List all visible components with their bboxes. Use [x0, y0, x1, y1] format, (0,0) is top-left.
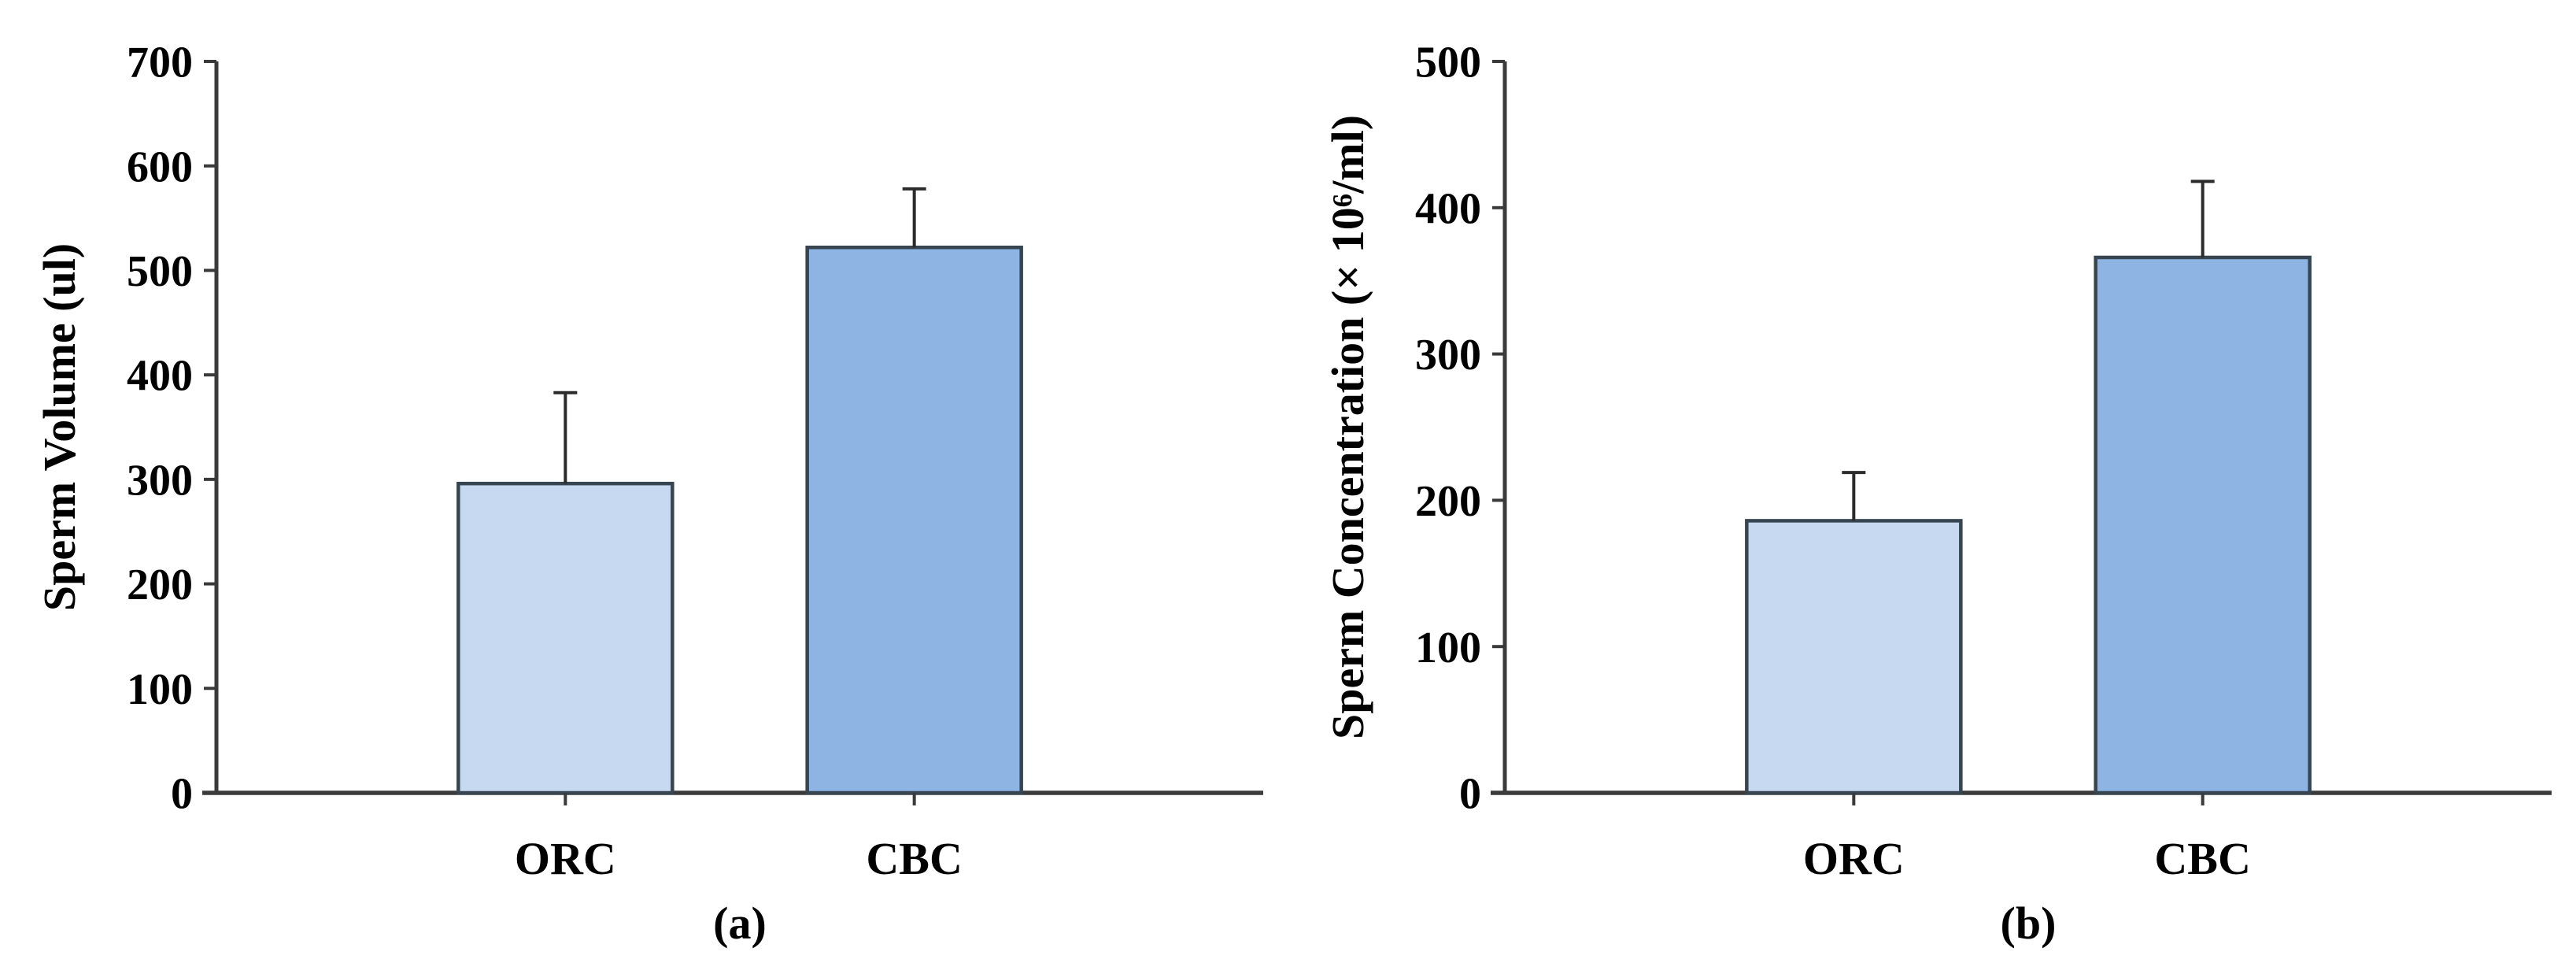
- category-label-cbc: CBC: [2154, 833, 2250, 884]
- y-tick-label: 700: [127, 39, 193, 87]
- panel-caption: (a): [713, 898, 767, 949]
- bar-chart-a: 0 100 200 300 400 500 600 700 ORC CBC Sperm Volume…: [34, 39, 1263, 949]
- y-tick-label: 200: [1415, 477, 1481, 526]
- panel-caption: (b): [2001, 898, 2057, 949]
- category-label-cbc: CBC: [866, 833, 962, 884]
- bar-chart-b: 0 100 200 300 400 500 ORC CBC Sperm Concentratio…: [1322, 39, 2552, 949]
- bar-cbc: [2094, 255, 2312, 795]
- bar-orc: [456, 481, 674, 795]
- y-tick-label: 300: [1415, 331, 1481, 379]
- y-tick-label: 600: [127, 143, 193, 191]
- y-tick-label: 0: [171, 770, 193, 819]
- bar-orc: [1745, 519, 1963, 795]
- bar-cbc: [805, 245, 1023, 795]
- y-tick-label: 100: [1415, 624, 1481, 672]
- y-tick-label: 200: [127, 561, 193, 609]
- category-label-orc: ORC: [1803, 833, 1905, 884]
- y-tick-label: 500: [1415, 39, 1481, 87]
- y-tick-label: 100: [127, 665, 193, 714]
- y-tick-label: 0: [1459, 770, 1481, 819]
- y-tick-label: 400: [127, 352, 193, 401]
- category-label-orc: ORC: [515, 833, 616, 884]
- y-tick-label: 500: [127, 247, 193, 296]
- y-axis-title: Sperm Concentration (× 10⁶/ml): [1322, 115, 1373, 739]
- sperm-concentration-chart-panel: 0 100 200 300 400 500 ORC CBC Sperm Concentratio…: [1288, 0, 2576, 966]
- sperm-volume-chart-panel: 0 100 200 300 400 500 600 700 ORC CBC Sperm Volume…: [0, 0, 1288, 966]
- y-tick-label: 400: [1415, 184, 1481, 233]
- y-axis-title: Sperm Volume (ul): [34, 243, 85, 611]
- y-tick-label: 300: [127, 456, 193, 505]
